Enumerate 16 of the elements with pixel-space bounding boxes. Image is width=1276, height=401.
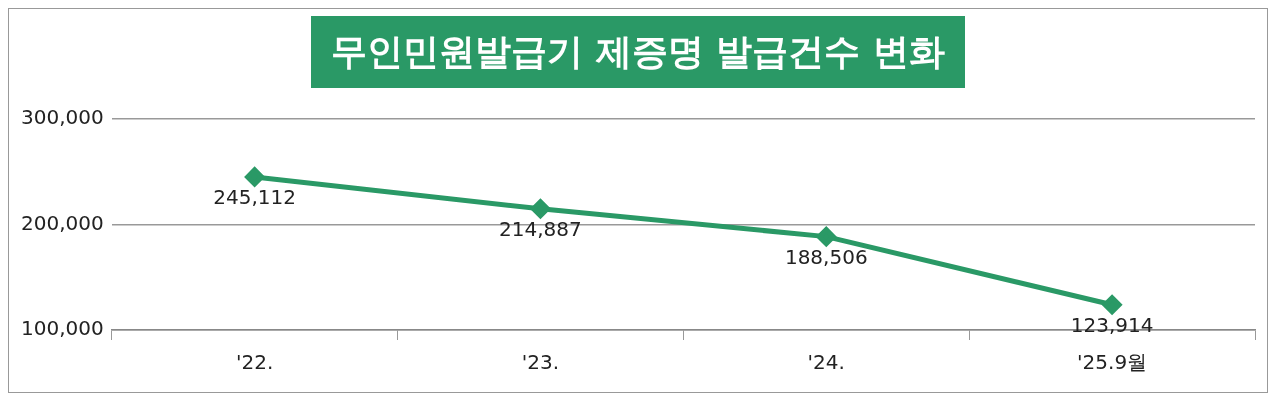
point [1102, 295, 1122, 315]
data-label: 188,506 [784, 244, 868, 269]
data-label: 123,914 [1070, 312, 1154, 337]
x-tick-label: '25.9월 [1077, 350, 1148, 375]
y-tick-label: 300,000 [20, 105, 104, 130]
point [530, 199, 550, 219]
x-tick-label: '24. [807, 350, 845, 375]
point [816, 227, 836, 247]
x-tick-label: '22. [235, 350, 274, 375]
y-tick-label: 200,000 [20, 210, 104, 235]
y-tick-label: 100,000 [20, 316, 104, 341]
data-label: 245,112 [213, 185, 296, 210]
data-label: 214,887 [499, 217, 582, 241]
chart-title: 무인민원발급기 제증명 발급건수 변화 [311, 16, 965, 88]
point [245, 167, 265, 187]
x-tick-label: '23. [521, 350, 560, 375]
